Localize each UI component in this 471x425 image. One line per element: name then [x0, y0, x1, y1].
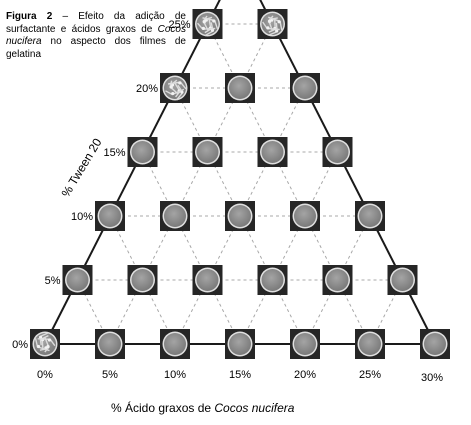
acid-tick-labels: 0% 5% 10% 15% 20% 25% 30%: [37, 369, 443, 384]
film-disc: [66, 269, 89, 291]
caption-text: – Efeito da adição de surfactante e ácid…: [6, 11, 186, 35]
film-sample: [62, 265, 93, 295]
film-disc: [164, 205, 186, 227]
crack-fleck: [36, 344, 41, 349]
x-axis-label-species: Cocos nucifera: [214, 401, 294, 415]
film-sample: [225, 329, 255, 359]
film-sample: [322, 265, 353, 295]
crack-fleck: [201, 26, 205, 30]
acid-tick-label: 20%: [294, 369, 316, 381]
film-disc: [294, 77, 316, 99]
crack-fleck: [38, 335, 43, 339]
film-disc: [261, 141, 284, 163]
film-disc: [131, 269, 154, 291]
film-sample: [192, 265, 223, 295]
film-disc: [99, 333, 121, 355]
figure-label: Figura 2: [6, 11, 53, 22]
film-sample: [127, 265, 158, 295]
film-disc: [196, 141, 219, 163]
tween-tick-label: 5%: [45, 275, 61, 287]
crack-fleck: [46, 344, 50, 349]
crack-fleck: [212, 19, 216, 23]
film-sample: [257, 9, 288, 39]
acid-tick-label: 25%: [359, 369, 381, 381]
film-sample: [387, 265, 418, 295]
film-sample: [160, 73, 190, 103]
film-disc: [294, 205, 316, 227]
crack-fleck: [266, 26, 270, 30]
film-sample: [192, 137, 223, 167]
acid-tick-label: 0%: [37, 369, 53, 381]
film-sample: [322, 137, 353, 167]
film-sample: [30, 329, 60, 359]
film-sample: [290, 73, 320, 103]
tween-tick-labels: 0%5%10%15%20%25%30%: [12, 19, 191, 351]
tween-tick-label: 10%: [71, 211, 93, 223]
film-disc: [196, 269, 219, 291]
crack-fleck: [47, 338, 52, 342]
film-disc: [424, 333, 446, 355]
film-disc: [326, 269, 349, 291]
crack-pattern: [165, 79, 187, 101]
film-disc: [99, 205, 121, 227]
film-sample: [290, 201, 320, 231]
film-disc: [294, 333, 316, 355]
crack-fleck: [169, 85, 173, 89]
crack-fleck: [171, 91, 175, 96]
crack-fleck: [275, 29, 279, 33]
figure-caption: Figura 2 – Efeito da adição de surfactan…: [6, 11, 186, 61]
film-disc: [359, 333, 381, 355]
crack-fleck: [277, 20, 281, 24]
film-sample: [355, 329, 385, 359]
film-sample: [420, 329, 450, 359]
film-sample: [257, 265, 288, 295]
film-sample: [225, 73, 255, 103]
crack-fleck: [178, 81, 182, 85]
film-sample: [257, 137, 288, 167]
triangle-edges: [44, 0, 436, 345]
crack-fleck: [210, 28, 215, 32]
film-sample: [192, 9, 223, 39]
tween-tick-label: 25%: [168, 19, 190, 31]
film-sample: [160, 201, 190, 231]
film-disc: [164, 77, 186, 99]
film-disc: [391, 269, 414, 291]
acid-tick-label: 30%: [421, 372, 443, 384]
y-axis-label: % Tween 20: [59, 136, 105, 200]
x-axis-label-prefix: % Ácido graxos de: [111, 400, 214, 415]
film-disc: [359, 205, 381, 227]
film-disc: [229, 77, 251, 99]
crack-fleck: [267, 19, 272, 23]
film-sample: [355, 201, 385, 231]
crack-fleck: [202, 20, 206, 24]
film-disc: [131, 141, 154, 163]
film-disc: [326, 141, 349, 163]
tween-tick-label: 15%: [103, 147, 125, 159]
crack-pattern: [262, 15, 283, 36]
film-sample: [127, 137, 158, 167]
film-sample: [95, 329, 125, 359]
film-disc: [261, 269, 284, 291]
acid-tick-label: 5%: [102, 369, 118, 381]
tween-tick-label: 0%: [12, 339, 28, 351]
caption-text-end: no aspecto dos filmes de gelatina: [6, 36, 186, 60]
crack-pattern: [197, 15, 219, 37]
acid-tick-label: 10%: [164, 369, 186, 381]
film-sample: [225, 201, 255, 231]
x-axis-label: % Ácido graxos de Cocos nucifera: [111, 400, 295, 415]
crack-pattern: [34, 331, 56, 353]
film-sample: [95, 201, 125, 231]
acid-tick-label: 15%: [229, 369, 251, 381]
sample-tiles: [30, 9, 450, 359]
film-sample: [160, 329, 190, 359]
film-sample: [290, 329, 320, 359]
film-disc: [164, 333, 186, 355]
film-disc: [229, 333, 251, 355]
caption-species: Cocos nucifera: [6, 23, 186, 48]
tween-tick-label: 20%: [136, 83, 158, 95]
film-disc: [229, 205, 251, 227]
